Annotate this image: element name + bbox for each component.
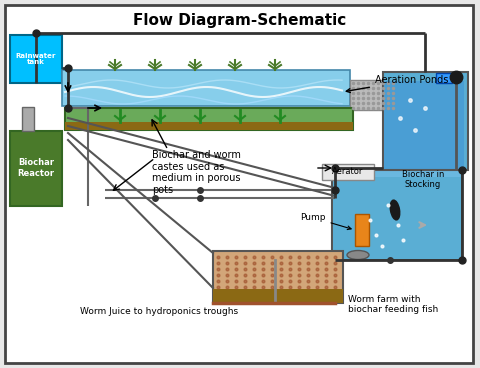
FancyBboxPatch shape (213, 251, 343, 303)
FancyBboxPatch shape (384, 81, 464, 169)
Text: Aeration Ponds: Aeration Ponds (346, 75, 448, 92)
FancyBboxPatch shape (22, 107, 34, 131)
Text: Biochar and worm
castes used as
medium in porous
pots: Biochar and worm castes used as medium i… (152, 150, 241, 195)
FancyBboxPatch shape (5, 5, 473, 363)
FancyBboxPatch shape (10, 35, 62, 83)
Text: Worm farm with
biochar feeding fish: Worm farm with biochar feeding fish (348, 295, 438, 314)
FancyBboxPatch shape (62, 70, 350, 106)
Text: Flow Diagram-Schematic: Flow Diagram-Schematic (133, 13, 347, 28)
Text: Pump: Pump (300, 213, 351, 230)
FancyBboxPatch shape (436, 73, 452, 83)
FancyBboxPatch shape (65, 108, 353, 130)
FancyBboxPatch shape (333, 177, 461, 259)
FancyBboxPatch shape (350, 80, 398, 110)
FancyBboxPatch shape (332, 170, 462, 260)
FancyBboxPatch shape (383, 72, 468, 170)
Ellipse shape (390, 200, 400, 220)
Text: Biochar in
Stocking: Biochar in Stocking (402, 170, 444, 190)
FancyBboxPatch shape (65, 122, 353, 130)
Text: Worm Juice to hydroponics troughs: Worm Juice to hydroponics troughs (80, 307, 238, 315)
FancyBboxPatch shape (10, 131, 62, 206)
FancyBboxPatch shape (322, 164, 374, 180)
Text: Aerator: Aerator (332, 167, 364, 177)
Text: Rainwater
tank: Rainwater tank (16, 53, 56, 66)
Text: Biochar
Reactor: Biochar Reactor (17, 158, 55, 178)
FancyBboxPatch shape (355, 214, 369, 246)
Ellipse shape (347, 251, 369, 259)
FancyBboxPatch shape (213, 289, 343, 303)
